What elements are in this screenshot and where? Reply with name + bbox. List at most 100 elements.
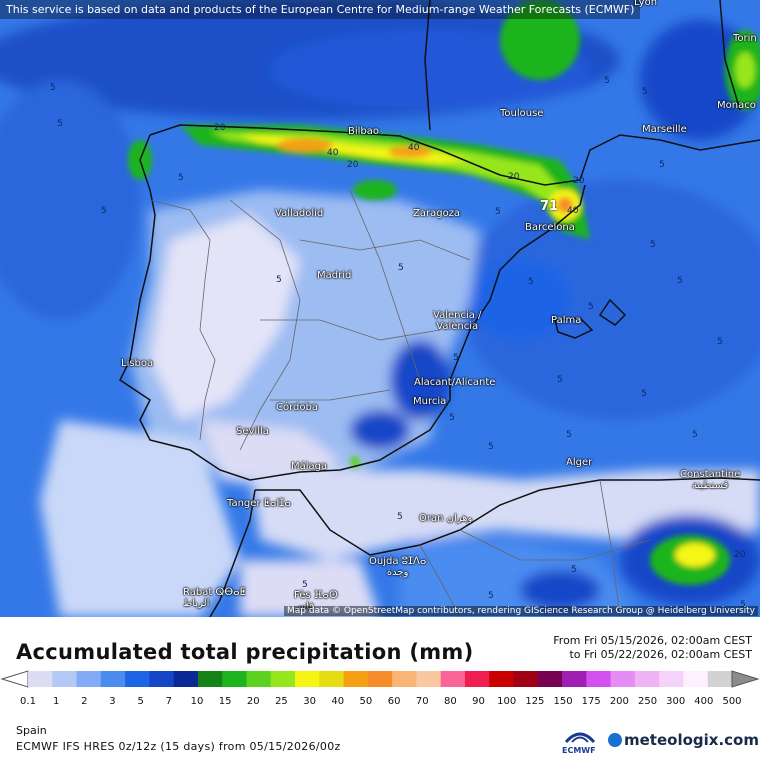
scale-tick-label: 15 bbox=[218, 696, 232, 707]
map-canvas bbox=[0, 0, 760, 617]
scale-tick-label: 30 bbox=[303, 696, 316, 707]
scale-swatch bbox=[440, 671, 466, 687]
scale-tick-label: 100 bbox=[497, 696, 517, 707]
meteologix-icon bbox=[608, 733, 622, 747]
scale-swatch bbox=[610, 671, 636, 687]
scale-swatch bbox=[634, 671, 660, 687]
contour-label: 5 bbox=[677, 276, 683, 286]
scale-tick-label: 400 bbox=[694, 696, 714, 707]
city-label: Monaco bbox=[717, 100, 756, 111]
region-label: Spain bbox=[16, 724, 47, 737]
scale-swatch bbox=[586, 671, 612, 687]
city-label: Rabat ⵕⴱⴰⵟ الرباط bbox=[183, 587, 246, 609]
contour-label: 5 bbox=[557, 375, 563, 385]
city-label: Tanger ⵟⴰⵏⵊⴰ bbox=[227, 498, 291, 509]
city-label: Lyon bbox=[634, 0, 658, 8]
scale-tick-label: 20 bbox=[246, 696, 260, 707]
scale-tick-label: 90 bbox=[472, 696, 485, 707]
contour-label: 5 bbox=[398, 263, 404, 273]
scale-tick-label: 70 bbox=[415, 696, 429, 707]
contour-label: 20 bbox=[214, 123, 226, 133]
precipitation-map[interactable]: This service is based on data and produc… bbox=[0, 0, 760, 617]
contour-label: 40 bbox=[327, 148, 339, 158]
scale-tick-label: 7 bbox=[165, 696, 172, 707]
scale-swatch bbox=[513, 671, 539, 687]
scale-tick-label: 0.1 bbox=[20, 696, 36, 707]
scale-tick-label: 250 bbox=[637, 696, 658, 707]
city-label: Valencia / València bbox=[433, 310, 482, 332]
contour-label: 5 bbox=[495, 207, 501, 217]
scale-swatch bbox=[222, 671, 247, 687]
scale-swatch bbox=[100, 671, 126, 687]
contour-label: 20 bbox=[508, 172, 520, 182]
scale-arrow-left bbox=[0, 670, 29, 688]
model-info: ECMWF IFS HRES 0z/12z (15 days) from 05/… bbox=[16, 740, 341, 753]
scale-swatch bbox=[489, 671, 515, 687]
scale-swatch bbox=[683, 671, 709, 687]
date-range: From Fri 05/15/2026, 02:00am CEST to Fri… bbox=[553, 634, 752, 662]
scale-tick-label: 150 bbox=[553, 696, 573, 707]
scale-swatch bbox=[392, 671, 417, 687]
city-label: Murcia bbox=[413, 396, 447, 407]
city-label: Sevilla bbox=[236, 426, 269, 437]
scale-swatch bbox=[125, 671, 150, 687]
scale-tick-label: 300 bbox=[666, 696, 686, 707]
contour-label: 5 bbox=[488, 442, 494, 452]
legend-title: Accumulated total precipitation (mm) bbox=[16, 640, 474, 664]
scale-swatch bbox=[562, 671, 587, 687]
city-label: Toulouse bbox=[500, 108, 544, 119]
color-scale-ticks: 0.1 1 2 3 5 7 10 15 20 25 30 40 50 60 70 80 90 100 125 150 1… bbox=[0, 696, 760, 710]
contour-label: 20 bbox=[573, 176, 585, 186]
ecmwf-logo-text: ECMWF bbox=[562, 746, 596, 755]
city-label: Alacant/Alicante bbox=[414, 377, 496, 388]
coastlines bbox=[119, 0, 760, 617]
scale-tick-label: 125 bbox=[525, 696, 545, 707]
scale-tick-label: 60 bbox=[387, 696, 401, 707]
scale-swatch bbox=[28, 671, 53, 687]
scale-tick-label: 500 bbox=[722, 696, 742, 707]
scale-tick-label: 10 bbox=[190, 696, 204, 707]
contour-label: 5 bbox=[178, 173, 184, 183]
scale-swatch bbox=[76, 671, 102, 687]
contour-label: 5 bbox=[588, 302, 594, 312]
contour-label: 5 bbox=[642, 87, 648, 97]
city-label: Palma bbox=[551, 315, 582, 326]
max-value-label: 71 bbox=[540, 199, 559, 214]
scale-arrow-right bbox=[731, 670, 760, 688]
scale-swatch bbox=[367, 671, 393, 687]
scale-tick-label: 40 bbox=[331, 696, 345, 707]
contour-label: 5 bbox=[397, 512, 403, 522]
contour-label: 5 bbox=[57, 119, 63, 129]
scale-swatch bbox=[270, 671, 296, 687]
city-label: Barcelona bbox=[525, 222, 575, 233]
scale-swatch bbox=[197, 671, 223, 687]
map-attribution[interactable]: Map data © OpenStreetMap contributors, r… bbox=[284, 606, 758, 616]
date-to: to Fri 05/22/2026, 02:00am CEST bbox=[569, 648, 752, 661]
scale-tick-label: 25 bbox=[275, 696, 288, 707]
contour-label: 5 bbox=[659, 160, 665, 170]
borders bbox=[149, 189, 651, 617]
city-label: Marseille bbox=[642, 124, 687, 135]
contour-label: 40 bbox=[408, 143, 420, 153]
contour-label: 5 bbox=[453, 353, 459, 363]
city-label: Constantine قسنطينة bbox=[680, 469, 741, 491]
color-scale-bar bbox=[0, 670, 760, 688]
contour-label: 5 bbox=[650, 240, 656, 250]
ecmwf-logo-icon bbox=[564, 732, 596, 744]
contour-label: 5 bbox=[717, 337, 723, 347]
scale-tick-label: 80 bbox=[444, 696, 457, 707]
contour-label: 5 bbox=[604, 76, 610, 86]
scale-tick-label: 3 bbox=[109, 696, 116, 707]
city-label: Málaga bbox=[291, 461, 328, 472]
scale-swatch bbox=[343, 671, 369, 687]
heavy-precip bbox=[128, 0, 760, 585]
city-label: Torin bbox=[733, 33, 757, 44]
scale-swatch bbox=[173, 671, 199, 687]
meteologix-logo[interactable]: meteologix.com bbox=[608, 731, 759, 749]
contour-label: 5 bbox=[101, 206, 107, 216]
contour-label: 5 bbox=[528, 277, 534, 287]
contour-label: 20 bbox=[347, 160, 359, 170]
city-label: Fès ⴼⴰⵙ فاس bbox=[294, 590, 338, 612]
contour-label: 5 bbox=[740, 600, 746, 610]
contour-label: 40 bbox=[567, 206, 579, 216]
